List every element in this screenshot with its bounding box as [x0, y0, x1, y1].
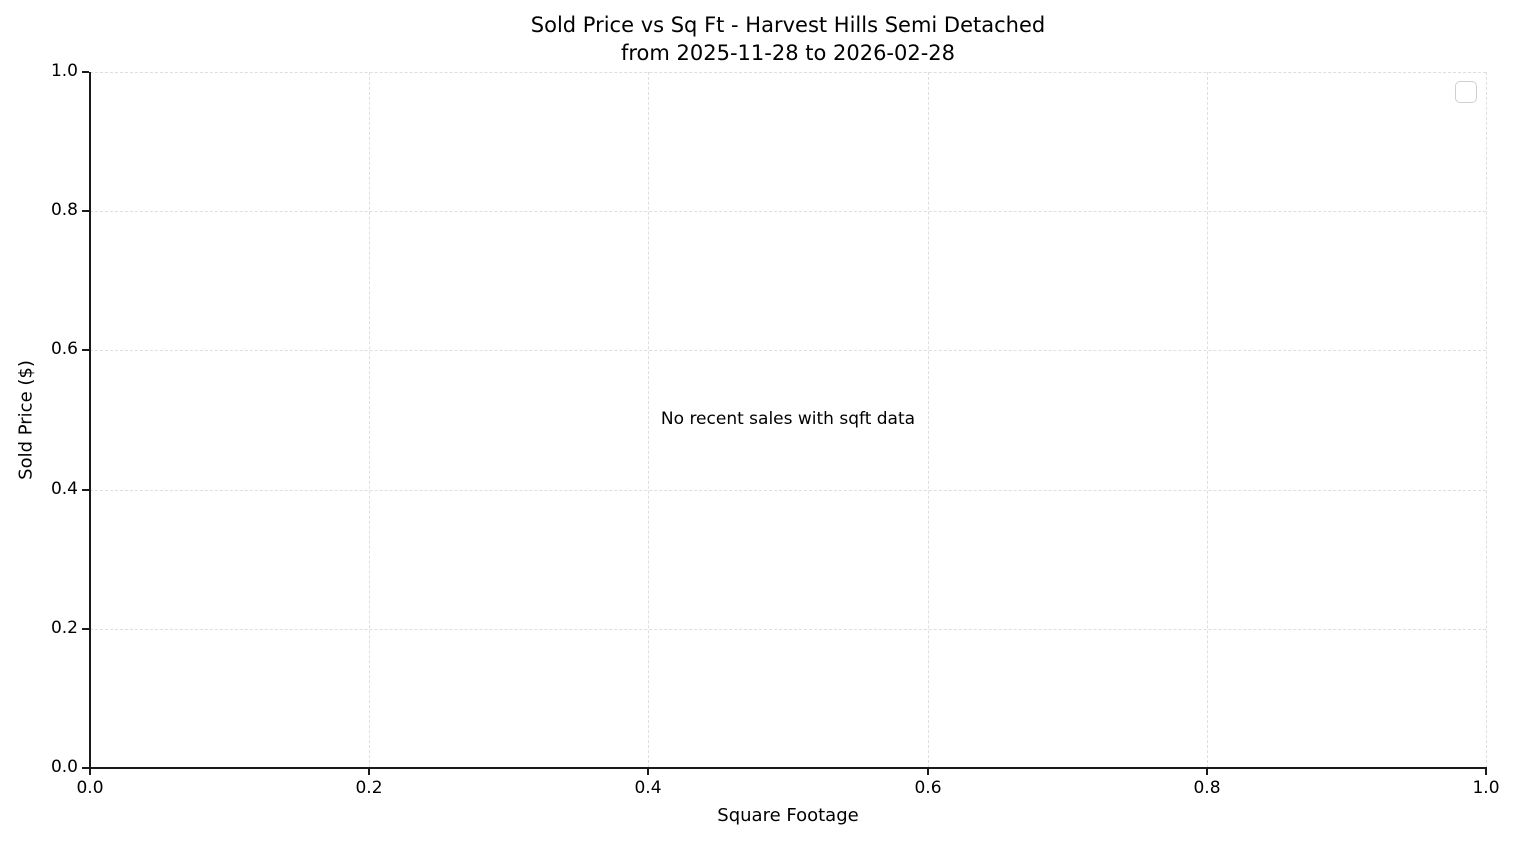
gridline-y-0.6	[90, 350, 1486, 351]
x-tick-mark-0.4	[647, 769, 649, 775]
gridline-x-1.0	[1486, 72, 1487, 768]
y-tick-mark-0.6	[82, 349, 89, 351]
gridline-x-0.4	[648, 72, 649, 768]
y-tick-label-0.0: 0.0	[50, 757, 78, 777]
x-tick-label-0.4: 0.4	[634, 778, 662, 798]
gridline-x-0.6	[928, 72, 929, 768]
x-tick-label-0.0: 0.0	[76, 778, 104, 798]
gridline-x-0.2	[369, 72, 370, 768]
gridline-y-0.8	[90, 211, 1486, 212]
x-tick-mark-0.0	[89, 769, 91, 775]
x-tick-mark-1.0	[1485, 769, 1487, 775]
y-tick-label-0.4: 0.4	[50, 479, 78, 499]
gridline-y-1.0	[90, 72, 1486, 73]
y-axis-spine	[89, 72, 91, 769]
x-tick-mark-0.6	[927, 769, 929, 775]
y-tick-mark-0.2	[82, 628, 89, 630]
y-tick-mark-0.4	[82, 489, 89, 491]
y-tick-label-0.2: 0.2	[50, 618, 78, 638]
y-tick-mark-0.8	[82, 210, 89, 212]
x-tick-label-0.2: 0.2	[355, 778, 383, 798]
gridline-y-0.4	[90, 490, 1486, 491]
y-tick-mark-1.0	[82, 71, 89, 73]
chart-title-line1: Sold Price vs Sq Ft - Harvest Hills Semi…	[530, 13, 1046, 37]
x-tick-mark-0.2	[368, 769, 370, 775]
x-tick-label-1.0: 1.0	[1472, 778, 1500, 798]
no-data-annotation: No recent sales with sqft data	[660, 409, 916, 429]
x-tick-label-0.6: 0.6	[914, 778, 942, 798]
x-axis-spine	[89, 767, 1487, 769]
chart-title: Sold Price vs Sq Ft - Harvest Hills Semi…	[90, 11, 1486, 67]
chart-title-line2: from 2025-11-28 to 2026-02-28	[620, 41, 956, 65]
y-tick-label-0.8: 0.8	[50, 200, 78, 220]
y-tick-label-0.6: 0.6	[50, 339, 78, 359]
x-tick-label-0.8: 0.8	[1193, 778, 1221, 798]
x-axis-label: Square Footage	[717, 805, 859, 826]
y-tick-label-1.0: 1.0	[50, 61, 78, 81]
y-tick-mark-0.0	[82, 767, 89, 769]
gridline-x-0.8	[1207, 72, 1208, 768]
plot-area: No recent sales with sqft data	[90, 72, 1487, 769]
x-tick-mark-0.8	[1206, 769, 1208, 775]
y-axis-label: Sold Price ($)	[15, 360, 37, 480]
gridline-y-0.2	[90, 629, 1486, 630]
legend-box	[1455, 81, 1477, 103]
